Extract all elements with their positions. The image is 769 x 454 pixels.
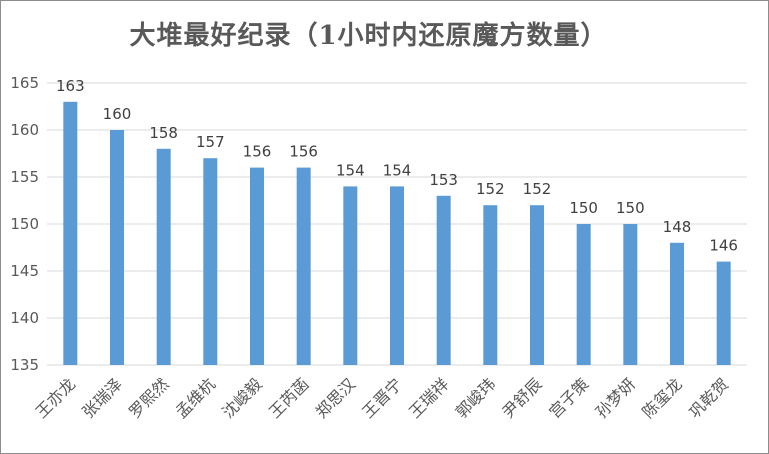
y-tick-label: 160: [10, 121, 39, 139]
data-label: 150: [616, 199, 645, 217]
chart-title: 大堆最好纪录（1小时内还原魔方数量）: [129, 21, 608, 51]
y-tick-label: 155: [10, 168, 39, 186]
bar: [436, 195, 451, 365]
bar: [576, 224, 591, 365]
data-label: 163: [56, 77, 85, 95]
bar: [530, 205, 544, 365]
y-tick-label: 140: [10, 309, 39, 327]
y-tick-label: 150: [10, 215, 39, 233]
bar: [390, 186, 404, 365]
bar: [623, 224, 638, 365]
data-label: 157: [196, 133, 225, 151]
x-tick-label: 郑思汉: [312, 374, 359, 421]
data-label: 146: [709, 237, 738, 255]
x-axis: 王亦龙 张瑞泽 罗熙然 孟维杭 沈峻毅 王芮菡 郑思汉 王晋宁 王瑞祥 郭峻玮 尹舒辰 宫子策 孙梦妍陈…: [32, 374, 733, 421]
y-axis: 135 140 145 150 155 160 165: [10, 74, 39, 374]
y-tick-label: 165: [10, 74, 39, 92]
data-label: 156: [289, 143, 318, 161]
x-tick-label: 王亦龙: [32, 374, 79, 421]
bar: [670, 242, 684, 365]
data-label: 153: [429, 171, 458, 189]
bars: [63, 101, 731, 366]
data-label: 154: [383, 161, 412, 179]
x-tick-label: 巩乾贺: [685, 374, 732, 421]
x-tick-label: 郭峻玮: [452, 374, 499, 421]
data-label: 152: [523, 180, 552, 198]
bar: [110, 130, 124, 365]
x-tick-label: 孟维杭: [172, 374, 219, 421]
data-label: 154: [336, 161, 365, 179]
data-label: 160: [103, 105, 132, 123]
bar: [156, 148, 171, 365]
x-tick-label: 罗熙然: [125, 374, 172, 421]
data-label: 156: [243, 143, 272, 161]
y-tick-label: 145: [10, 262, 39, 280]
bar: [343, 186, 358, 365]
data-label: 158: [149, 124, 178, 142]
data-label: 148: [663, 218, 692, 236]
x-tick-label: 宫子策: [545, 374, 592, 421]
x-tick-label: 王瑞祥: [405, 374, 452, 421]
bar: [250, 167, 264, 365]
y-tick-label: 135: [10, 356, 39, 374]
x-tick-label: 王晋宁: [358, 374, 405, 421]
x-tick-label: 尹舒辰: [498, 374, 545, 421]
bar: [63, 101, 78, 366]
x-tick-label: 张瑞泽: [78, 374, 125, 421]
bar: [716, 261, 731, 365]
bar: [483, 205, 498, 365]
x-tick-label: 孙梦妍: [592, 374, 639, 421]
bar: [296, 167, 311, 365]
data-label: 150: [569, 199, 598, 217]
x-tick-label: 陈玺龙: [638, 374, 685, 421]
x-tick-label: 沈峻毅: [218, 374, 265, 421]
data-labels: 163 160 158 157 156 156 154 154 153 152 152 150 150 1…: [56, 77, 738, 255]
data-label: 152: [476, 180, 505, 198]
bar: [203, 158, 218, 365]
x-tick-label: 王芮菡: [265, 374, 312, 421]
